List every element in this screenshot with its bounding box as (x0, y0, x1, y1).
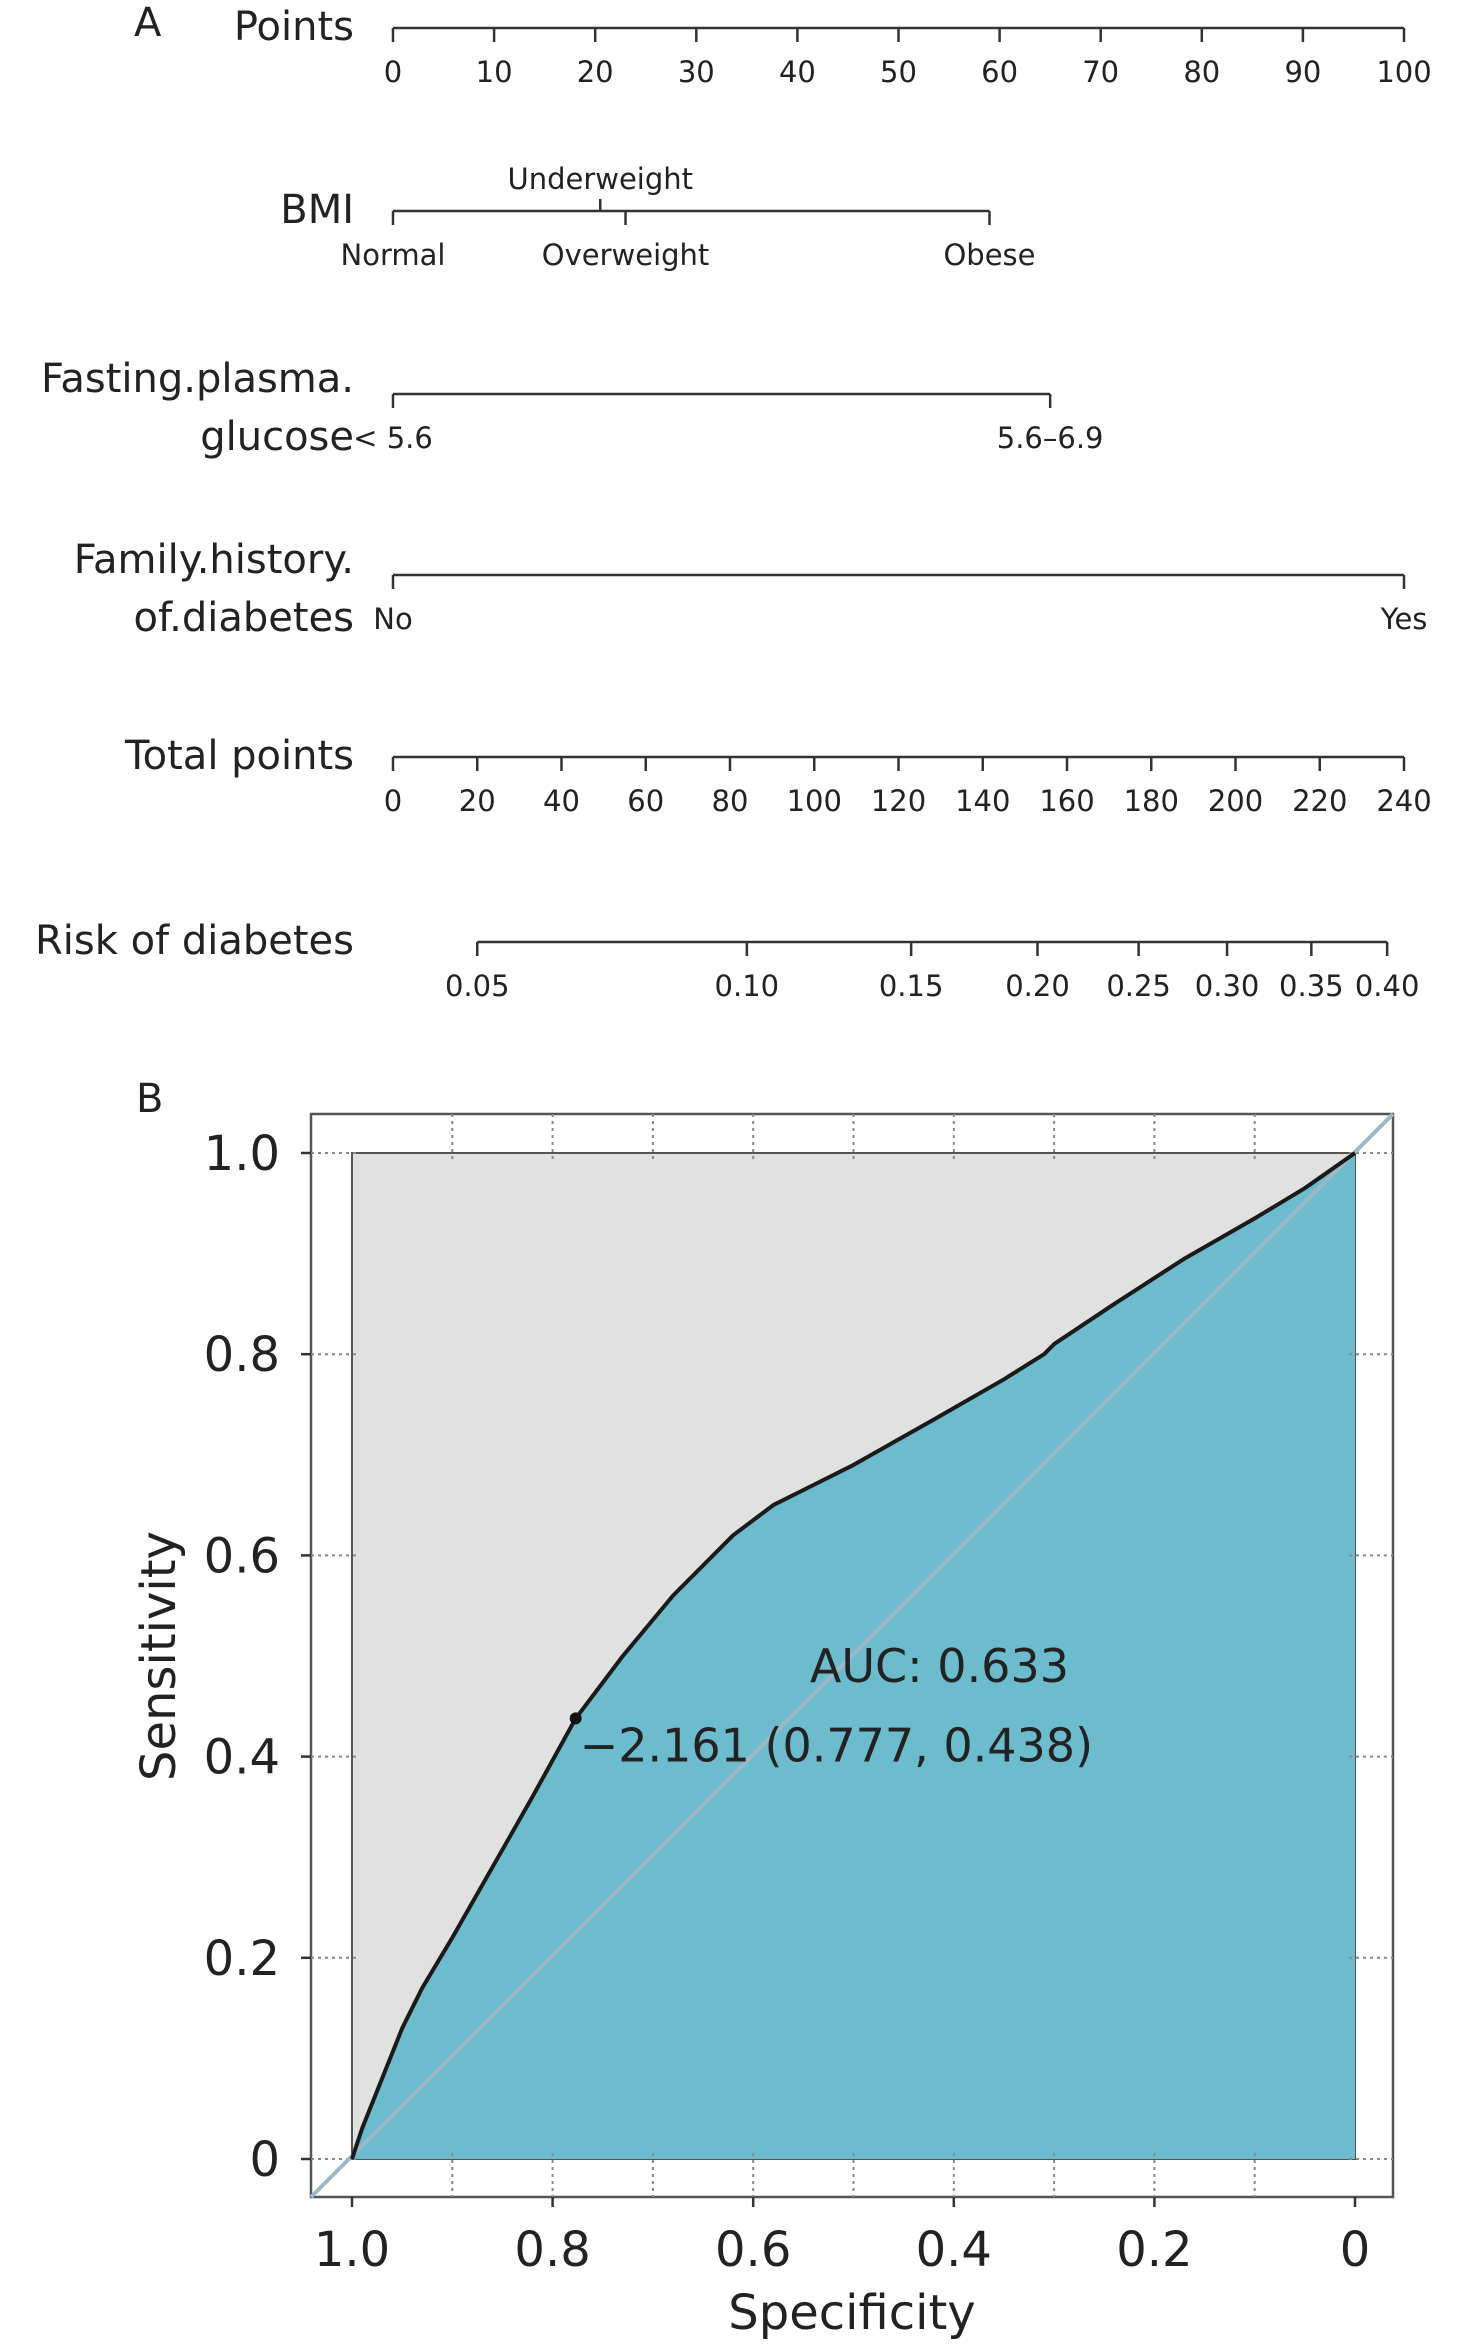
x-tick-label: 0.4 (916, 2222, 992, 2278)
y-tick-label: 0.8 (204, 1327, 280, 1383)
x-tick-label: 0.8 (514, 2222, 590, 2278)
category-label: Normal (341, 238, 446, 272)
category-label: No (373, 602, 412, 636)
scale-tick-label: 70 (1082, 55, 1119, 89)
y-tick-label: 0.4 (204, 1730, 280, 1786)
x-tick-label: 0.6 (715, 2222, 791, 2278)
nomogram-row: Family.history. of.diabetes No Yes (74, 537, 1428, 641)
scale-tick-label: 120 (871, 784, 926, 818)
x-tick-label: 0.2 (1116, 2222, 1192, 2278)
row-label: Total points (124, 733, 354, 779)
row-label: glucose (200, 414, 354, 460)
row-label: of.diabetes (133, 595, 354, 641)
reference-diagonal (309, 1112, 1395, 2199)
threshold-point (569, 1712, 582, 1725)
scale-tick-label: 0 (384, 55, 402, 89)
roc-gridlines (311, 1114, 1393, 2197)
scale-tick-label: 60 (627, 784, 664, 818)
scale-tick-label: 160 (1039, 784, 1094, 818)
risk-tick-label: 0.15 (879, 969, 944, 1003)
scale-tick-label: 240 (1376, 784, 1431, 818)
risk-tick-label: 0.30 (1195, 969, 1260, 1003)
scale-tick-label: 90 (1284, 55, 1321, 89)
roc-curve (350, 1151, 1357, 2160)
row-label: Family.history. (74, 537, 354, 583)
risk-tick-label: 0.20 (1005, 969, 1070, 1003)
scale-tick-label: 80 (1183, 55, 1220, 89)
x-axis-title: Specificity (728, 2285, 975, 2341)
category-label: Obese (943, 238, 1035, 272)
risk-tick-label: 0.05 (445, 969, 510, 1003)
y-tick-label: 0.6 (204, 1528, 280, 1584)
category-label: 5.6–6.9 (997, 421, 1104, 455)
risk-tick-label: 0.25 (1106, 969, 1171, 1003)
y-axis-title: Sensitivity (131, 1531, 187, 1781)
scale-tick-label: 50 (880, 55, 917, 89)
category-label: Overweight (542, 238, 710, 272)
scale-tick-label: 220 (1292, 784, 1347, 818)
nomogram-row: Total points 0 20 40 60 80 100 120 140 160 180 200 2… (124, 733, 1432, 818)
nomogram-row: BMI Normal Underweight Overweight Obese (280, 162, 1035, 272)
y-tick-label: 1.0 (204, 1126, 280, 1182)
row-label: BMI (280, 187, 354, 233)
x-tick-label: 0 (1340, 2222, 1371, 2278)
category-label: Underweight (507, 162, 693, 196)
scale-tick-label: 0 (384, 784, 402, 818)
scale-tick-label: 140 (955, 784, 1010, 818)
category-label: < 5.6 (353, 421, 433, 455)
nomogram-row: Fasting.plasma. glucose < 5.6 5.6–6.9 (41, 356, 1104, 460)
scale-tick-label: 20 (577, 55, 614, 89)
nomogram-row: Points 0 10 20 30 40 50 60 70 80 90 100 (234, 4, 1432, 89)
roc-panel: −2.161 (0.777, 0.438) AUC: 0.633 1.0 0.8 0.6… (131, 1112, 1395, 2341)
y-tick-label: 0 (249, 2132, 280, 2188)
auc-label: AUC: 0.633 (810, 1639, 1069, 1693)
threshold-label: −2.161 (0.777, 0.438) (580, 1718, 1093, 1772)
risk-tick-label: 0.40 (1355, 969, 1420, 1003)
scale-tick-label: 80 (712, 784, 749, 818)
y-tick-label: 0.2 (204, 1931, 280, 1987)
scale-tick-label: 40 (779, 55, 816, 89)
scale-tick-label: 100 (1376, 55, 1431, 89)
scale-tick-label: 30 (678, 55, 715, 89)
nomogram-row: Risk of diabetes 0.05 0.10 0.15 0.20 0.25 0.30… (35, 918, 1419, 1003)
panel-b-label: B (136, 1076, 163, 1122)
scale-tick-label: 10 (476, 55, 513, 89)
row-label: Fasting.plasma. (41, 356, 354, 402)
row-label: Risk of diabetes (35, 918, 354, 964)
panel-a-label: A (134, 0, 162, 46)
row-label: Points (234, 4, 354, 50)
category-label: Yes (1380, 602, 1428, 636)
scale-tick-label: 20 (459, 784, 496, 818)
x-tick-label: 1.0 (314, 2222, 390, 2278)
risk-tick-label: 0.10 (715, 969, 780, 1003)
scale-tick-label: 200 (1208, 784, 1263, 818)
scale-tick-label: 180 (1124, 784, 1179, 818)
nomogram-panel: Points 0 10 20 30 40 50 60 70 80 90 100 BMI Normal Und… (35, 4, 1432, 1003)
risk-tick-label: 0.35 (1279, 969, 1344, 1003)
scale-tick-label: 100 (787, 784, 842, 818)
scale-tick-label: 60 (981, 55, 1018, 89)
scale-tick-label: 40 (543, 784, 580, 818)
